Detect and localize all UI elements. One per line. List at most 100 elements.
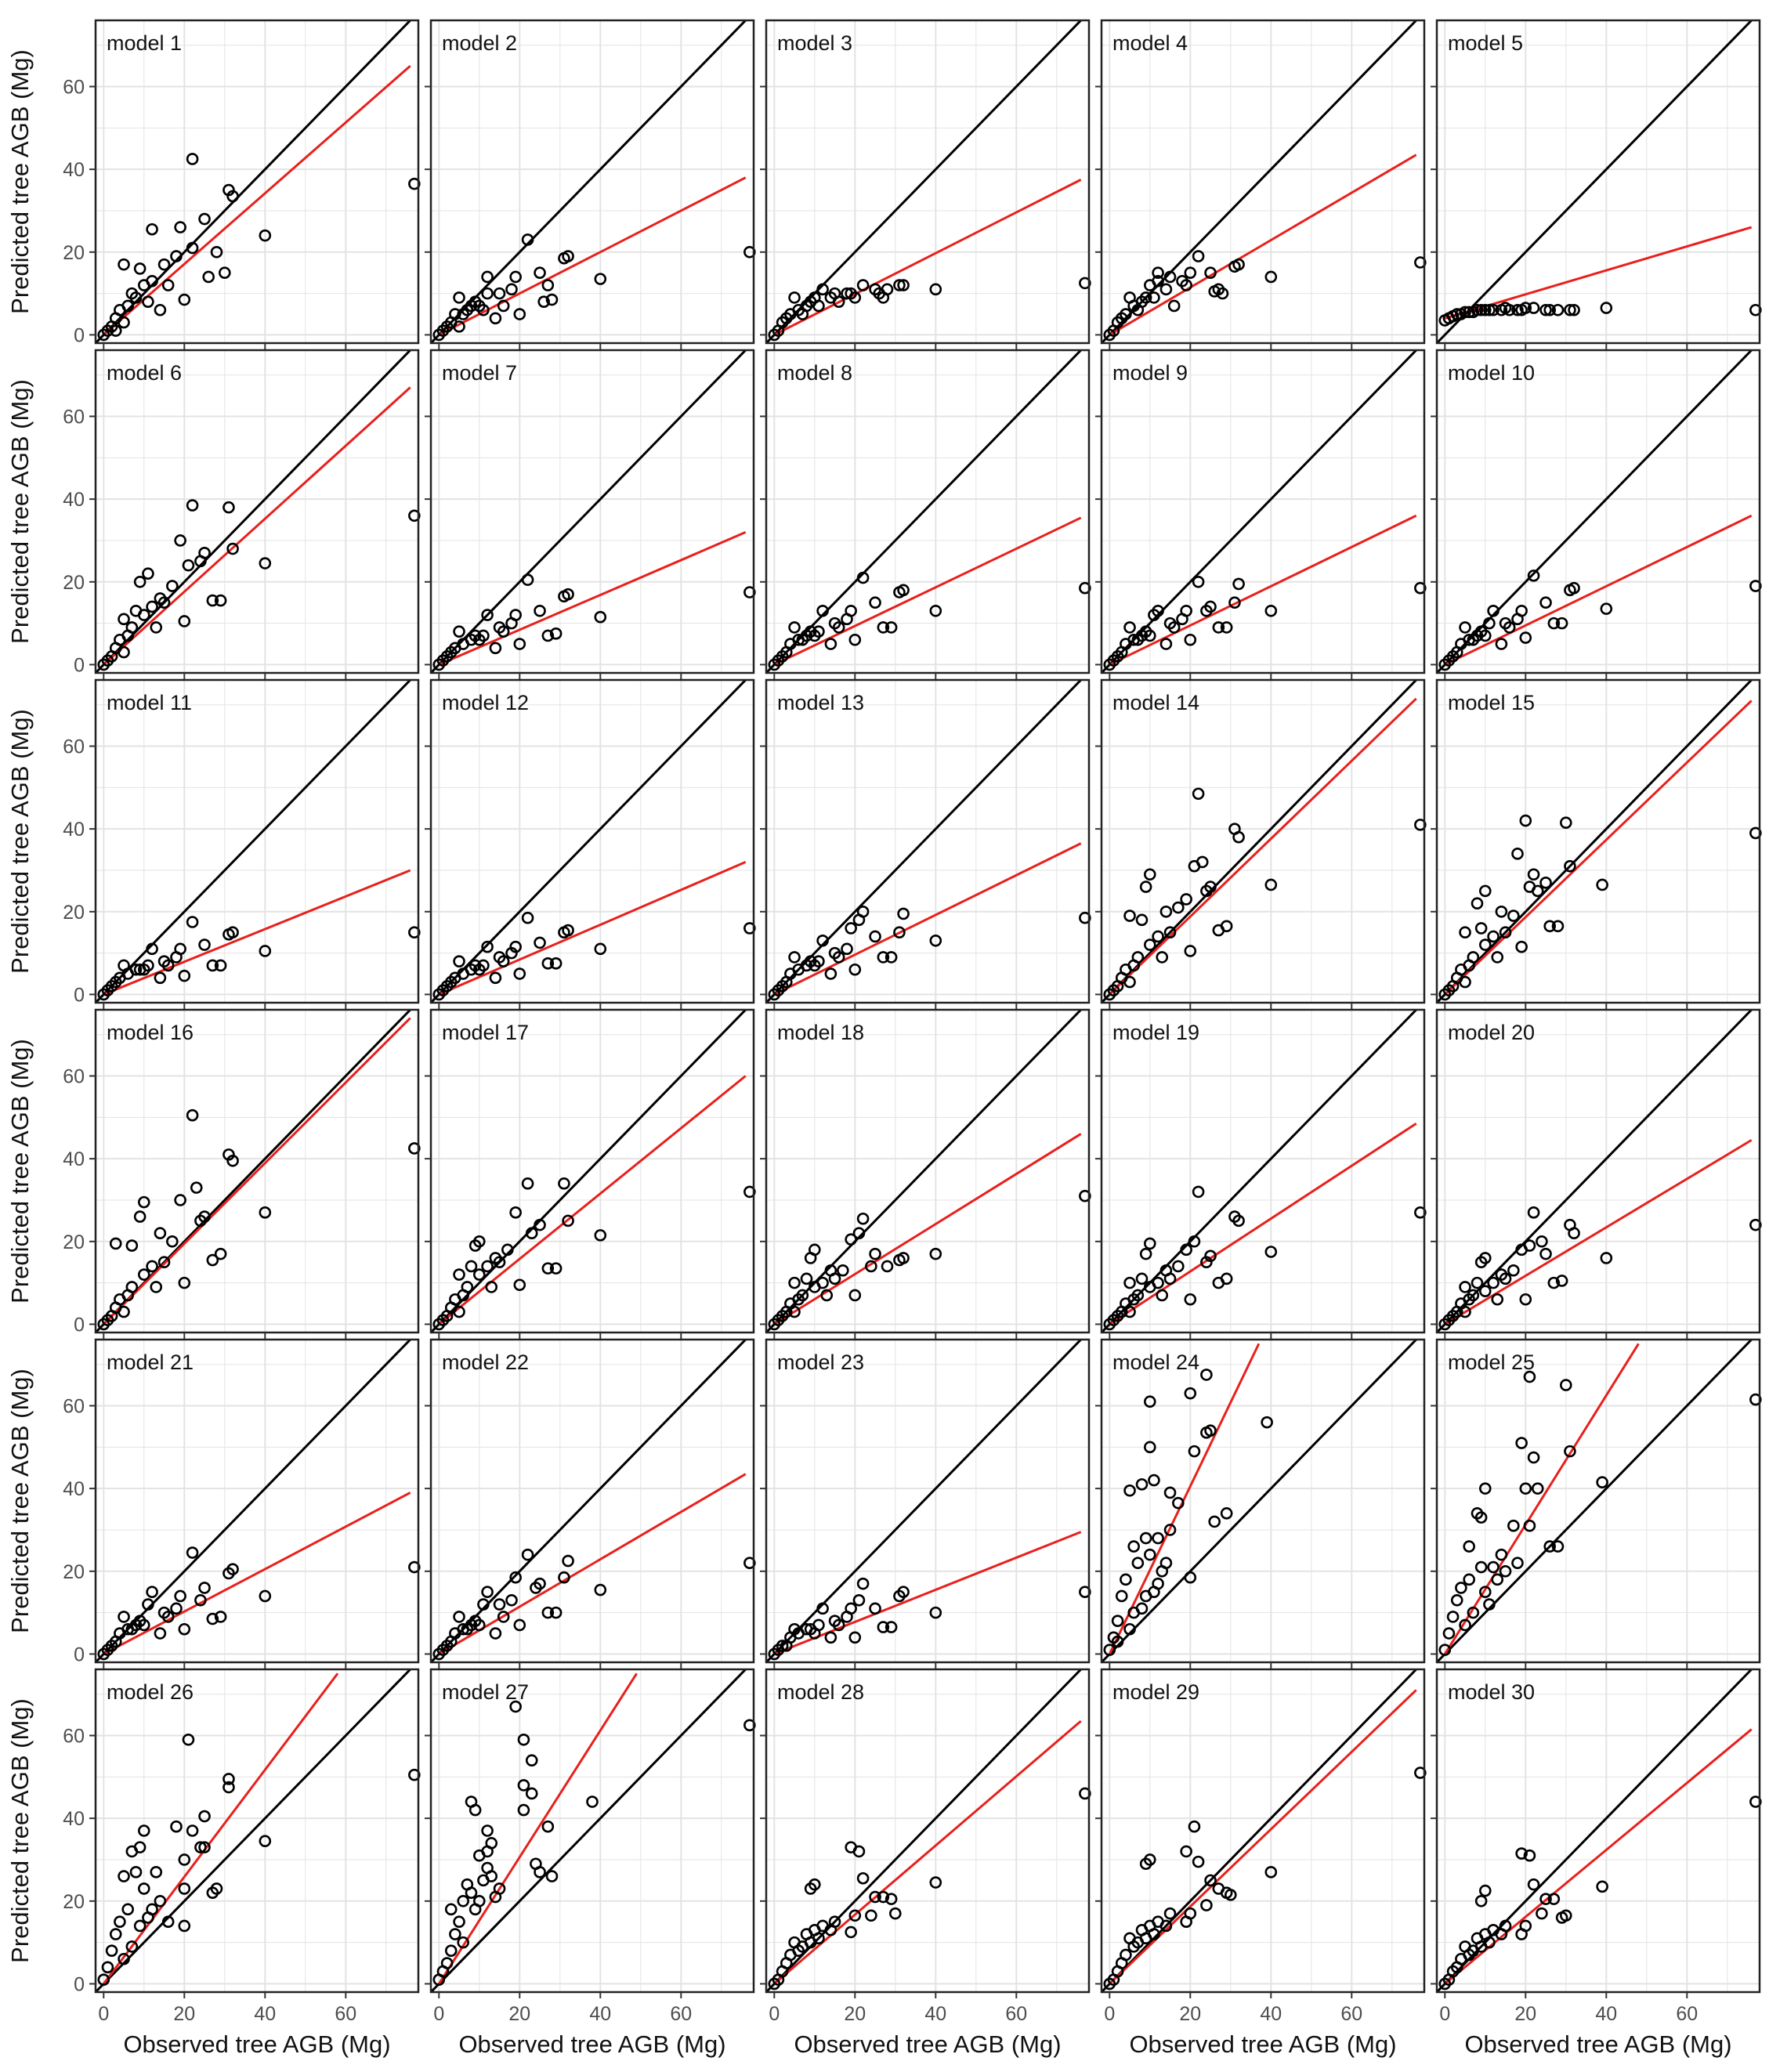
data-point <box>202 270 215 284</box>
data-point <box>1511 613 1524 626</box>
data-point <box>142 959 154 972</box>
data-point <box>1564 584 1576 597</box>
data-point <box>453 955 465 967</box>
panel-title: model 25 <box>1448 1351 1535 1374</box>
data-point <box>812 955 825 967</box>
data-point <box>481 1260 494 1273</box>
data-point <box>1123 1276 1136 1289</box>
data-point <box>768 328 781 342</box>
data-point <box>1749 1795 1762 1808</box>
data-point <box>1600 302 1613 314</box>
data-point <box>468 1239 482 1252</box>
x-tick-label: 60 <box>1005 2003 1027 2025</box>
data-point <box>1560 1379 1572 1391</box>
data-point <box>549 1606 563 1619</box>
x-tick-label: 20 <box>1514 2003 1536 2025</box>
data-point <box>869 1890 881 1904</box>
data-point <box>1139 1857 1152 1871</box>
data-point <box>541 629 555 642</box>
fit-line <box>438 176 747 336</box>
data-point <box>1499 1564 1512 1578</box>
data-point <box>1414 1766 1427 1779</box>
data-point <box>832 951 845 964</box>
scatter-panel: model 29 0 20 40 60 <box>1095 1668 1427 2025</box>
data-point <box>1148 1474 1160 1487</box>
data-point <box>856 1871 870 1885</box>
data-point <box>178 1276 191 1289</box>
data-point <box>594 610 607 624</box>
panel-title: model 30 <box>1448 1680 1535 1704</box>
data-point <box>1079 911 1091 924</box>
data-point <box>1232 830 1245 844</box>
data-point <box>1596 1880 1608 1893</box>
data-point <box>848 1631 862 1644</box>
data-point <box>1749 1393 1762 1406</box>
panel-border <box>1100 1008 1426 1334</box>
data-point <box>186 241 199 255</box>
data-point <box>129 1866 143 1879</box>
data-point <box>845 287 857 300</box>
data-point <box>457 1894 470 1907</box>
data-point <box>768 1647 781 1661</box>
fit-line <box>103 386 411 666</box>
data-point <box>788 951 801 964</box>
x-axis-title: Observed tree AGB (Mg) <box>794 2030 1061 2058</box>
scatter-panel: model 19 <box>1095 1008 1427 1339</box>
data-point <box>877 291 890 304</box>
data-point <box>1103 1318 1116 1331</box>
data-point <box>1479 938 1492 951</box>
scatter-panel: model 2 <box>425 19 756 349</box>
data-point <box>1079 1586 1091 1599</box>
data-point <box>1487 1276 1499 1289</box>
data-point <box>408 1142 421 1155</box>
data-point <box>1491 1573 1504 1586</box>
panel-border <box>94 1668 420 1994</box>
data-point <box>537 295 551 308</box>
identity-line <box>1437 20 1753 343</box>
data-point <box>1220 1507 1233 1520</box>
data-point <box>1483 303 1496 316</box>
identity-line <box>1102 1010 1418 1333</box>
fit-line <box>1109 514 1417 666</box>
data-point <box>150 1866 163 1879</box>
y-tick-label: 40 <box>63 489 85 511</box>
data-point <box>1479 303 1492 316</box>
panel-border <box>1100 1338 1426 1664</box>
data-point <box>816 604 829 617</box>
fit-line <box>103 64 411 336</box>
data-point <box>865 1909 877 1922</box>
data-point <box>157 1256 171 1269</box>
data-point <box>1212 283 1225 296</box>
data-point <box>1180 893 1192 906</box>
data-point <box>214 594 227 607</box>
data-point <box>1523 881 1536 893</box>
data-point <box>812 625 825 638</box>
data-point <box>848 633 862 646</box>
data-point <box>1438 988 1452 1001</box>
data-point <box>1188 1235 1201 1248</box>
data-point <box>1131 951 1145 964</box>
data-point <box>1192 787 1205 801</box>
data-point <box>444 1944 458 1957</box>
data-point <box>186 153 199 165</box>
data-point <box>1474 922 1488 935</box>
data-point <box>768 1318 781 1331</box>
data-point <box>174 1194 186 1206</box>
fit-line <box>1444 226 1753 320</box>
data-point <box>186 499 199 512</box>
data-point <box>1474 1894 1488 1907</box>
panel-border <box>765 19 1091 345</box>
data-point <box>1479 884 1492 898</box>
data-point <box>545 293 559 306</box>
fit-line <box>1108 1343 1261 1655</box>
panel-title: model 16 <box>107 1021 194 1044</box>
data-point <box>1442 1627 1456 1640</box>
x-tick-label: 60 <box>335 2003 356 2025</box>
data-point <box>768 988 781 1001</box>
scatter-panel: model 17 <box>425 1008 756 1339</box>
data-point <box>1115 1589 1128 1603</box>
data-point <box>481 287 494 300</box>
data-point <box>804 1252 817 1264</box>
data-point <box>133 1210 147 1223</box>
data-point <box>453 1915 465 1929</box>
